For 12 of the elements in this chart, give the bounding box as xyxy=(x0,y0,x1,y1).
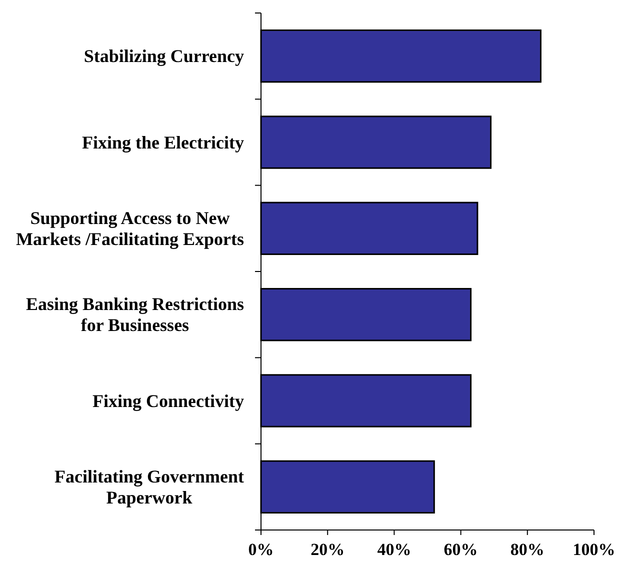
x-tick-label: 100% xyxy=(572,540,616,559)
x-tick-label: 20% xyxy=(310,540,345,559)
x-tick-label: 80% xyxy=(510,540,544,559)
x-tick-label: 60% xyxy=(444,540,478,559)
y-tick-label: Fixing Connectivity xyxy=(92,390,244,411)
y-tick-label: Stabilizing Currency xyxy=(84,46,244,66)
x-tick-label: 40% xyxy=(377,540,412,559)
x-tick-label: 0% xyxy=(248,540,274,559)
y-tick-label: Supporting Access to New Markets /Facilitating Exports xyxy=(16,208,244,249)
y-tick-label: Fixing the Electricity xyxy=(82,132,244,152)
y-tick-label: Easing Banking Restrictions for Businesses xyxy=(26,294,244,336)
y-tick-label: Facilitating Government Paperwork xyxy=(54,466,244,508)
